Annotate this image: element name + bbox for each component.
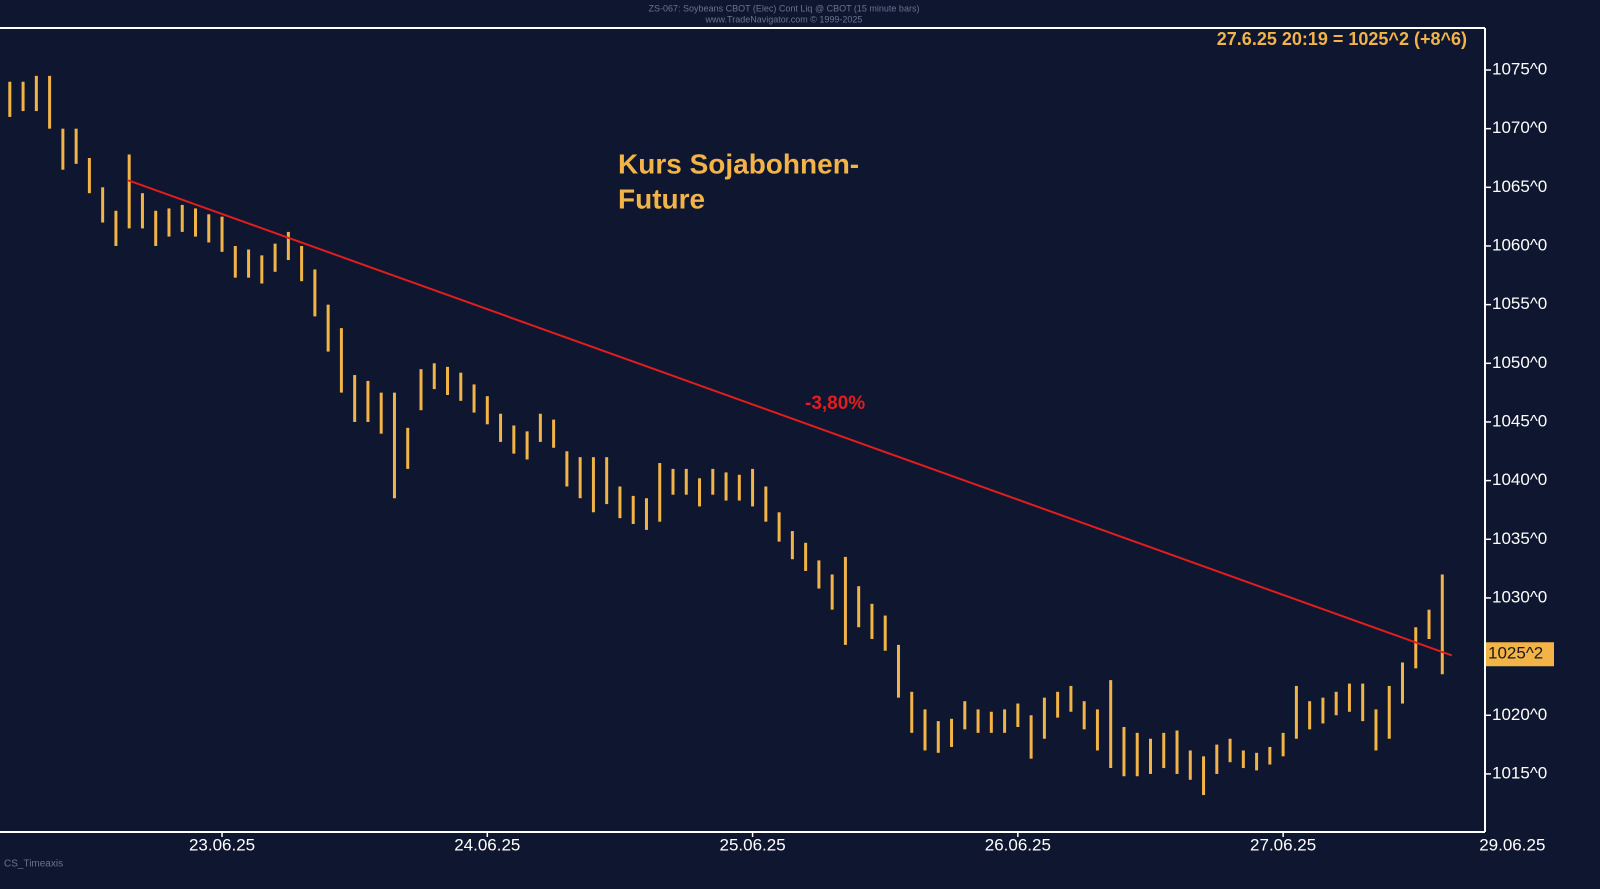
x-tick-label: 27.06.25 xyxy=(1250,835,1316,854)
y-tick-label: 1015^0 xyxy=(1492,763,1547,782)
y-tick-label: 1050^0 xyxy=(1492,353,1547,372)
y-tick-label: 1035^0 xyxy=(1492,529,1547,548)
header: www.TradeNavigator.com © 1999-2025 xyxy=(705,14,863,24)
y-tick-label: 1040^0 xyxy=(1492,470,1547,489)
y-tick-label: 1070^0 xyxy=(1492,118,1547,137)
x-tick-label: 24.06.25 xyxy=(454,835,520,854)
last-price-box xyxy=(1486,642,1554,667)
last-price-label: 1025^2 xyxy=(1488,644,1543,663)
y-tick-label: 1055^0 xyxy=(1492,294,1547,313)
y-tick-label: 1030^0 xyxy=(1492,587,1547,606)
header: ZS-067: Soybeans CBOT (Elec) Cont Liq @ … xyxy=(649,3,920,13)
footer: CS_Timeaxis xyxy=(4,859,63,870)
trend-label: -3,80% xyxy=(805,393,865,414)
x-tick-label: 26.06.25 xyxy=(985,835,1051,854)
x-tick-label: 29.06.25 xyxy=(1479,835,1545,854)
chart-title: Kurs Sojabohnen- xyxy=(618,148,859,179)
info: 27.6.25 20:19 = 1025^2 (+8^6) xyxy=(1217,29,1467,49)
y-tick-label: 1045^0 xyxy=(1492,411,1547,430)
y-tick-label: 1075^0 xyxy=(1492,59,1547,78)
trend-line xyxy=(127,179,1453,657)
y-tick-label: 1065^0 xyxy=(1492,177,1547,196)
y-tick-label: 1020^0 xyxy=(1492,705,1547,724)
x-tick-label: 25.06.25 xyxy=(719,835,785,854)
chart-title: Future xyxy=(618,183,705,214)
x-tick-label: 23.06.25 xyxy=(189,835,255,854)
y-tick-label: 1060^0 xyxy=(1492,235,1547,254)
